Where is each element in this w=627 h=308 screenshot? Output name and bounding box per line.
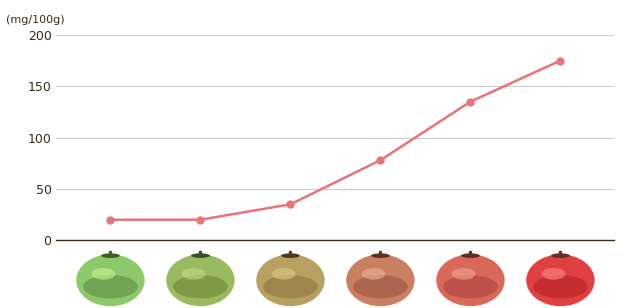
Ellipse shape	[461, 253, 480, 258]
Ellipse shape	[526, 254, 594, 306]
Ellipse shape	[533, 275, 588, 298]
Ellipse shape	[166, 254, 234, 306]
Ellipse shape	[83, 275, 138, 298]
Ellipse shape	[371, 253, 390, 258]
Ellipse shape	[199, 251, 202, 254]
Ellipse shape	[436, 254, 505, 306]
Ellipse shape	[271, 268, 295, 280]
Ellipse shape	[379, 251, 382, 254]
Ellipse shape	[559, 251, 562, 254]
Ellipse shape	[451, 268, 476, 280]
Ellipse shape	[182, 268, 206, 280]
Ellipse shape	[256, 254, 325, 306]
Ellipse shape	[288, 251, 292, 254]
Ellipse shape	[173, 275, 228, 298]
Ellipse shape	[346, 254, 414, 306]
Ellipse shape	[353, 275, 408, 298]
Ellipse shape	[362, 268, 386, 280]
Ellipse shape	[551, 253, 570, 258]
Text: (mg/100g): (mg/100g)	[6, 15, 65, 25]
Ellipse shape	[281, 253, 300, 258]
Ellipse shape	[108, 251, 112, 254]
Ellipse shape	[101, 253, 120, 258]
Ellipse shape	[443, 275, 498, 298]
Ellipse shape	[76, 254, 145, 306]
Ellipse shape	[92, 268, 115, 280]
Ellipse shape	[191, 253, 210, 258]
Ellipse shape	[469, 251, 472, 254]
Ellipse shape	[542, 268, 566, 280]
Ellipse shape	[263, 275, 318, 298]
